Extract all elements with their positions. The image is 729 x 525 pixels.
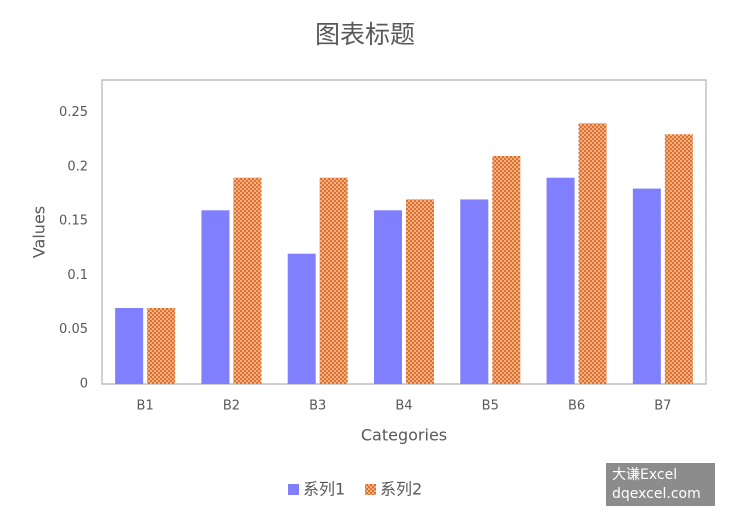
y-tick-label: 0.1 — [67, 268, 88, 283]
chart-title: 图表标题 — [315, 20, 415, 49]
y-tick-label: 0.2 — [67, 159, 88, 174]
legend-marker — [288, 484, 299, 495]
y-axis-title: Values — [30, 206, 49, 258]
bar — [492, 156, 521, 384]
bar — [233, 177, 262, 384]
bar — [406, 199, 434, 384]
bar — [664, 134, 693, 384]
y-tick-label: 0.15 — [59, 214, 88, 229]
legend-label: 系列2 — [380, 480, 422, 499]
x-tick-label: B7 — [654, 399, 671, 414]
x-tick-label: B2 — [223, 399, 240, 414]
y-tick-label: 0.25 — [59, 105, 88, 120]
x-tick-label: B6 — [568, 399, 585, 414]
bar — [546, 177, 575, 384]
y-tick-label: 0.05 — [59, 322, 88, 337]
bar — [115, 308, 144, 384]
watermark-box — [606, 463, 715, 506]
watermark-text: dqexcel.com — [612, 486, 701, 502]
x-tick-label: B1 — [137, 399, 154, 414]
plot-area — [101, 79, 707, 385]
bar — [319, 177, 348, 384]
bar — [147, 308, 176, 384]
bar — [287, 253, 316, 384]
bar — [460, 199, 489, 384]
watermark-text: 大谦Excel — [612, 467, 677, 483]
bar — [374, 210, 402, 384]
bar — [578, 123, 607, 384]
x-axis-title: Categories — [361, 426, 447, 445]
x-tick-label: B5 — [482, 399, 499, 414]
bar — [201, 210, 230, 384]
legend-label: 系列1 — [303, 480, 345, 499]
bar — [632, 188, 661, 384]
x-tick-label: B3 — [309, 399, 326, 414]
legend-marker — [365, 484, 376, 495]
y-tick-label: 0 — [80, 377, 88, 392]
x-tick-label: B4 — [395, 399, 412, 414]
